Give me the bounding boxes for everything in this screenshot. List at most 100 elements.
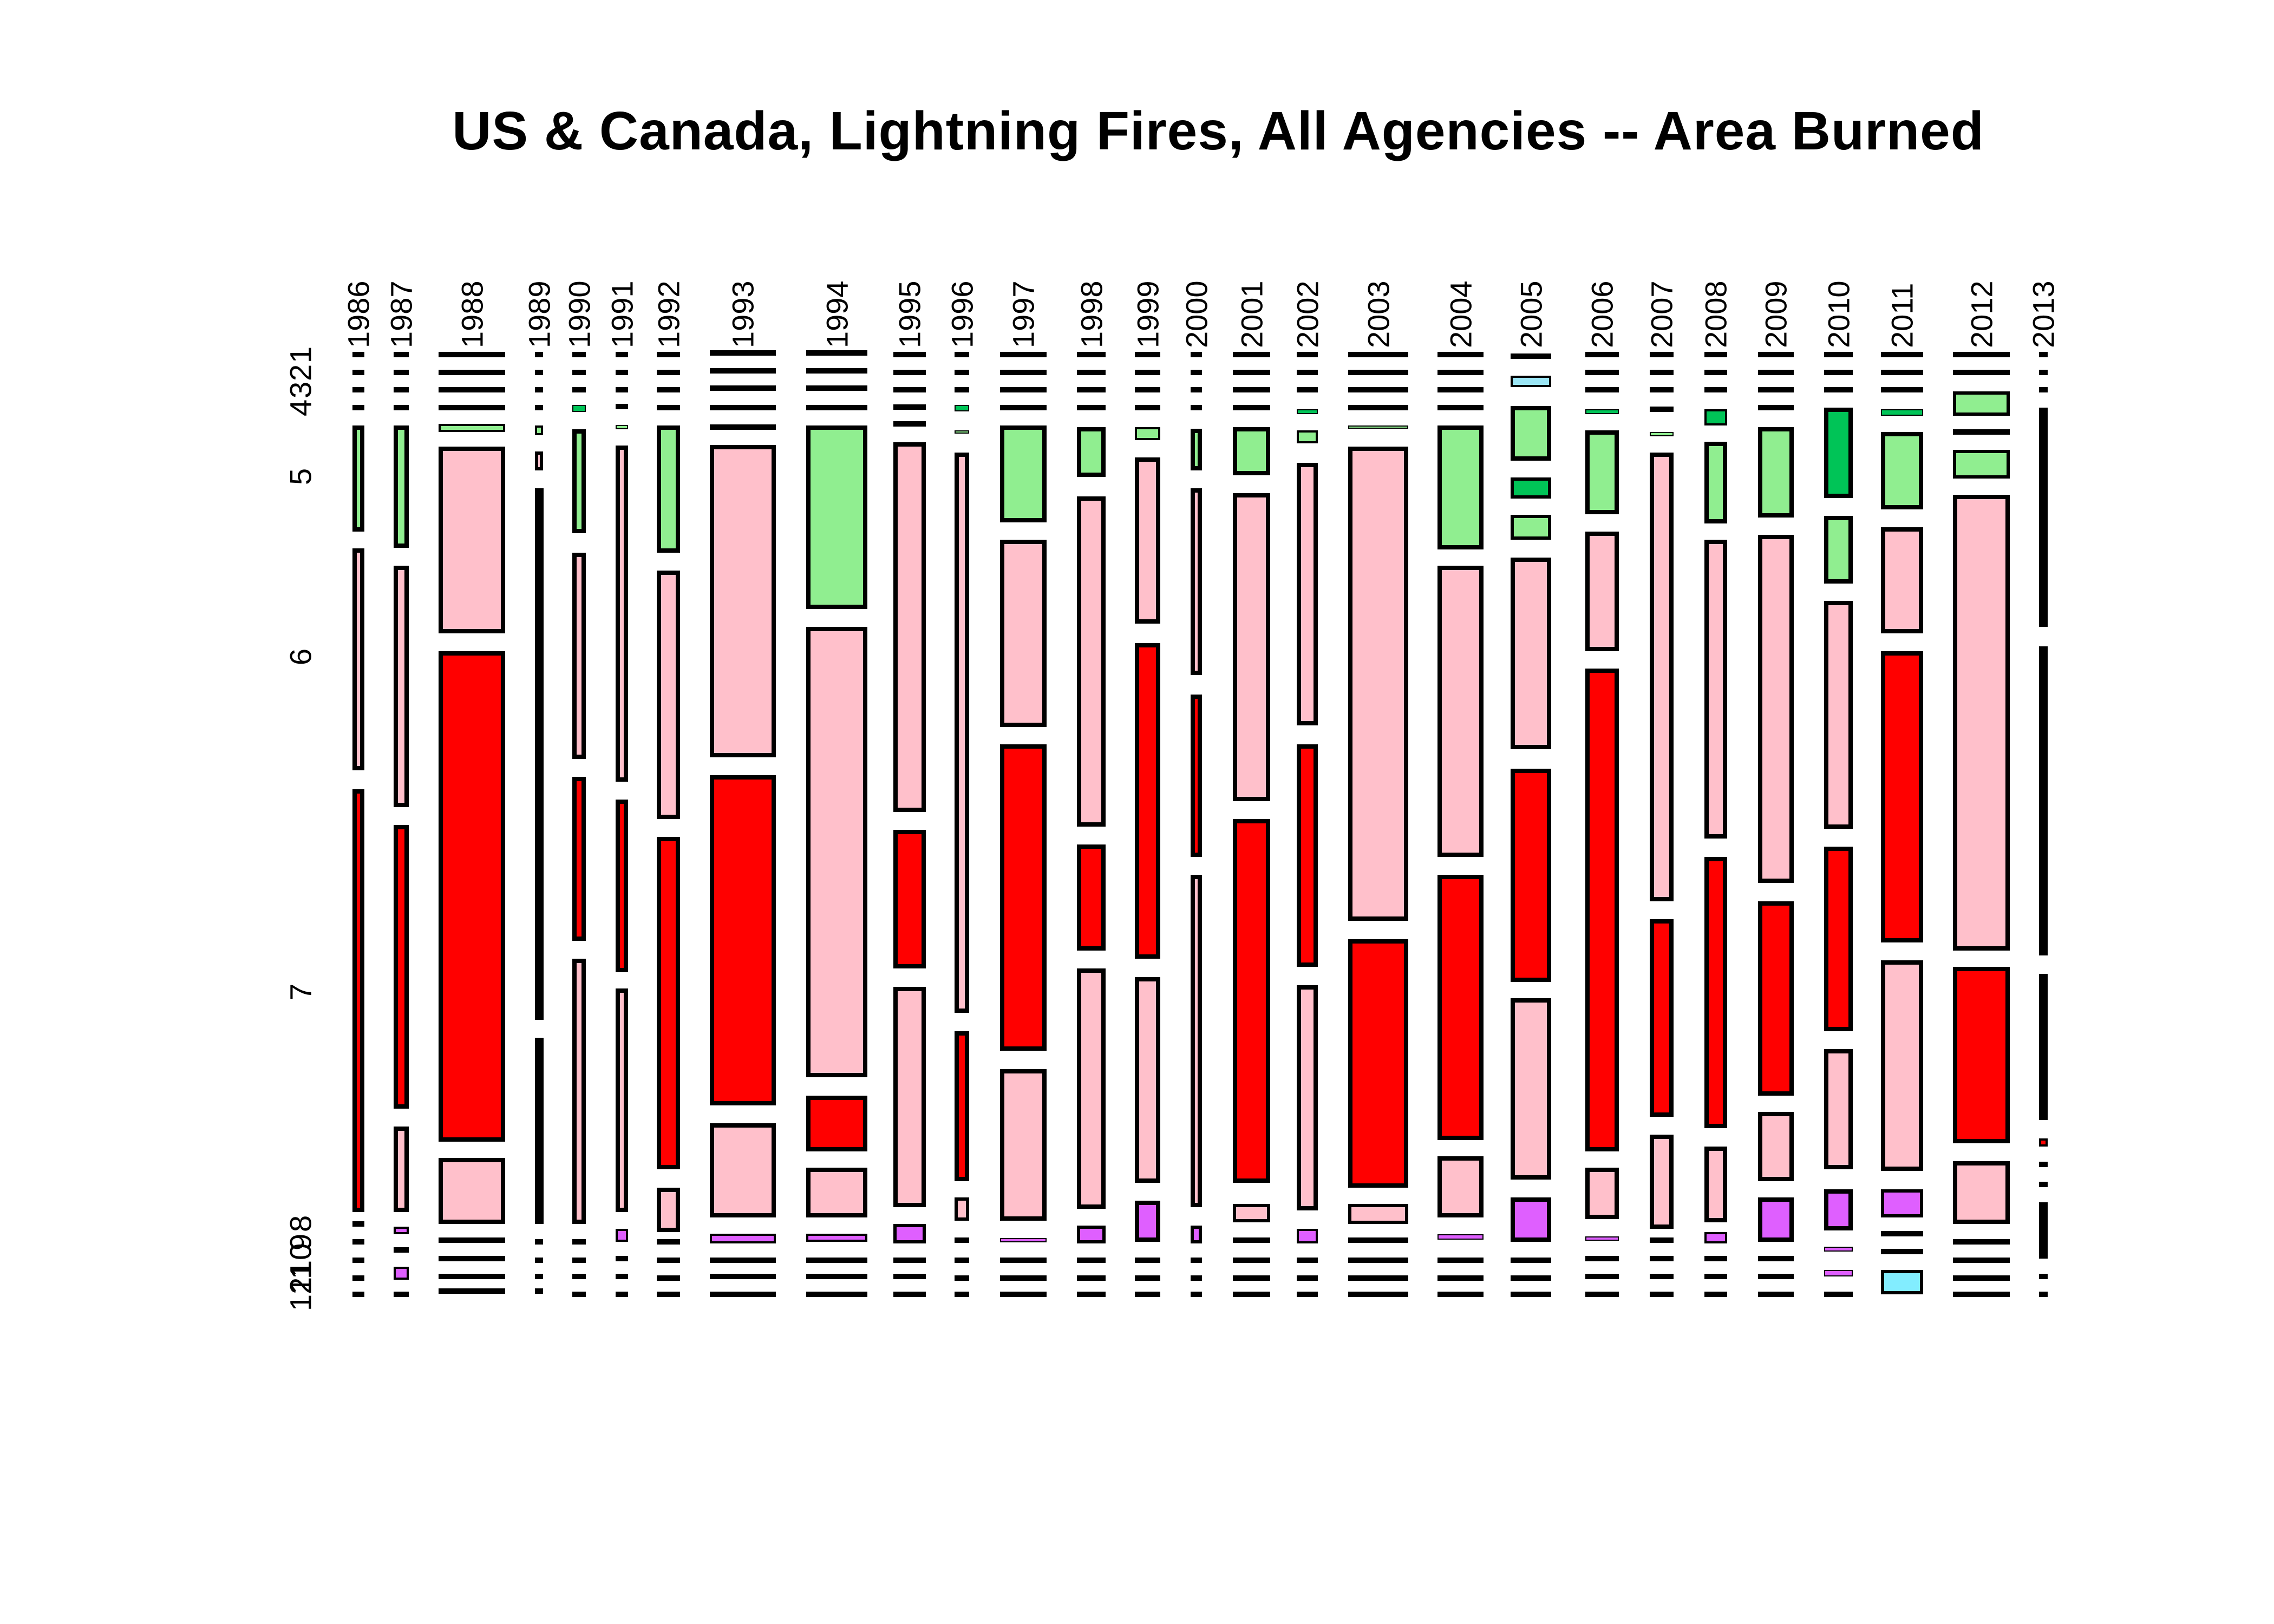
year-column-1986: [352, 351, 364, 1299]
mosaic-cell-row8: [1297, 985, 1318, 1210]
mosaic-empty-row-12: [1297, 1292, 1318, 1297]
mosaic-empty-row-3: [1704, 387, 1727, 392]
mosaic-empty-row-1: [1000, 352, 1047, 357]
mosaic-empty-row-10: [1348, 1258, 1408, 1263]
mosaic-empty-row-1: [1585, 352, 1619, 357]
mosaic-empty-row-10: [1233, 1258, 1270, 1263]
mosaic-empty-row-2: [352, 370, 364, 375]
mosaic-empty-row-2: [572, 370, 586, 375]
mosaic-cell-row6: [657, 571, 680, 819]
mosaic-cell-row8: [955, 1197, 969, 1221]
year-label-1996: 1996: [945, 280, 979, 348]
year-label-2012: 2012: [1964, 280, 1998, 348]
mosaic-empty-row-2: [1233, 370, 1270, 375]
mosaic-empty-row-12: [1704, 1292, 1727, 1297]
year-label-1992: 1992: [651, 280, 685, 348]
mosaic-cell-row7: [1953, 967, 2010, 1143]
year-column-1988: [439, 351, 505, 1299]
mosaic-empty-row-10: [1297, 1258, 1318, 1263]
mosaic-cell-row6: [352, 548, 364, 770]
mosaic-empty-row-1: [1953, 352, 2010, 357]
mosaic-cell-row5: [352, 425, 364, 532]
mosaic-cell-row7: [955, 1031, 969, 1181]
mosaic-empty-row-11: [1233, 1275, 1270, 1281]
mosaic-empty-row-3: [893, 387, 926, 392]
mosaic-empty-row-10: [572, 1258, 586, 1263]
mosaic-empty-row-3: [394, 387, 409, 392]
mosaic-empty-row-1: [1437, 352, 1484, 357]
mosaic-empty-row-12: [1953, 1292, 2010, 1297]
mosaic-empty-row-3: [2039, 387, 2048, 392]
mosaic-cell-row5: [1437, 425, 1484, 549]
mosaic-cell-row6: [439, 447, 505, 633]
mosaic-empty-row-8: [2039, 1162, 2048, 1167]
mosaic-cell-row11: [1824, 1270, 1853, 1276]
mosaic-cell-row8: [1824, 1049, 1853, 1169]
year-column-2005: [1511, 351, 1551, 1299]
mosaic-empty-row-9: [1348, 1237, 1408, 1243]
mosaic-empty-row-9: [352, 1239, 364, 1245]
mosaic-cell-row5: [1233, 427, 1270, 475]
mosaic-empty-row-2: [394, 370, 409, 375]
mosaic-empty-row-2: [955, 370, 969, 375]
mosaic-cell-row7: [657, 837, 680, 1169]
mosaic-empty-row-12: [1000, 1292, 1047, 1297]
mosaic-empty-row-1: [616, 352, 628, 357]
mosaic-cell-row10: [2039, 1202, 2048, 1259]
mosaic-cell-row7: [1077, 844, 1106, 951]
year-label-1990: 1990: [562, 280, 596, 348]
mosaic-empty-row-2: [2039, 370, 2048, 375]
mosaic-empty-row-11: [572, 1274, 586, 1279]
mosaic-cell-row8: [1881, 960, 1923, 1171]
mosaic-cell-row5: [572, 429, 586, 533]
mosaic-empty-row-4: [1758, 405, 1794, 410]
mosaic-empty-row-11: [893, 1274, 926, 1279]
mosaic-cell-row9: [710, 1234, 776, 1243]
year-label-1998: 1998: [1074, 280, 1108, 348]
mosaic-empty-row-10: [955, 1258, 969, 1263]
mosaic-cell-row4: [1704, 409, 1727, 425]
mosaic-cell-row5: [1348, 425, 1408, 429]
year-column-1989: [535, 351, 544, 1299]
mosaic-empty-row-2: [1297, 370, 1318, 375]
mosaic-cell-row7: [1191, 695, 1202, 857]
mosaic-empty-row-4: [439, 405, 505, 410]
mosaic-empty-row-11: [1881, 1249, 1923, 1254]
mosaic-empty-row-12: [535, 1288, 543, 1294]
mosaic-cell-row6: [1953, 495, 2010, 951]
mosaic-empty-row-10: [710, 1258, 776, 1263]
mosaic-empty-row-1: [710, 350, 776, 356]
year-label-1993: 1993: [726, 280, 760, 348]
mosaic-cell-row8: [1191, 875, 1202, 1207]
mosaic-cell-row5: [1953, 450, 2010, 479]
mosaic-cell-row2: [1511, 376, 1551, 387]
mosaic-cell-row7: [710, 775, 776, 1105]
mosaic-cell-row7: [1437, 875, 1484, 1140]
mosaic-cell-row5: [394, 425, 409, 548]
mosaic-empty-row-1: [1297, 352, 1318, 357]
mosaic-empty-row-4: [1953, 429, 2010, 435]
mosaic-cell-row6: [2039, 974, 2048, 1120]
row-label-4: 4: [283, 399, 318, 416]
mosaic-empty-row-3: [1437, 387, 1484, 392]
mosaic-empty-row-2: [1824, 370, 1853, 375]
mosaic-empty-row-1: [1348, 352, 1408, 357]
mosaic-empty-row-4: [1348, 405, 1408, 410]
mosaic-empty-row-3: [1650, 387, 1674, 392]
mosaic-empty-row-4: [1077, 405, 1106, 410]
mosaic-cell-row4: [1297, 409, 1318, 414]
year-label-1999: 1999: [1131, 280, 1165, 348]
year-column-2009: [1758, 351, 1794, 1299]
mosaic-empty-row-2: [1191, 370, 1202, 375]
mosaic-empty-row-10: [352, 1258, 364, 1263]
mosaic-cell-row9: [1704, 1232, 1727, 1243]
mosaic-empty-row-3: [1348, 387, 1408, 392]
mosaic-empty-row-2: [1348, 370, 1408, 375]
year-column-2012: [1953, 351, 2010, 1299]
mosaic-cell-row5: [1881, 432, 1923, 509]
mosaic-empty-row-3: [352, 387, 364, 392]
mosaic-empty-row-12: [1135, 1292, 1160, 1297]
mosaic-cell-row5: [2039, 646, 2048, 955]
mosaic-cell-row6: [572, 553, 586, 759]
mosaic-cell-row8: [1585, 1168, 1619, 1219]
